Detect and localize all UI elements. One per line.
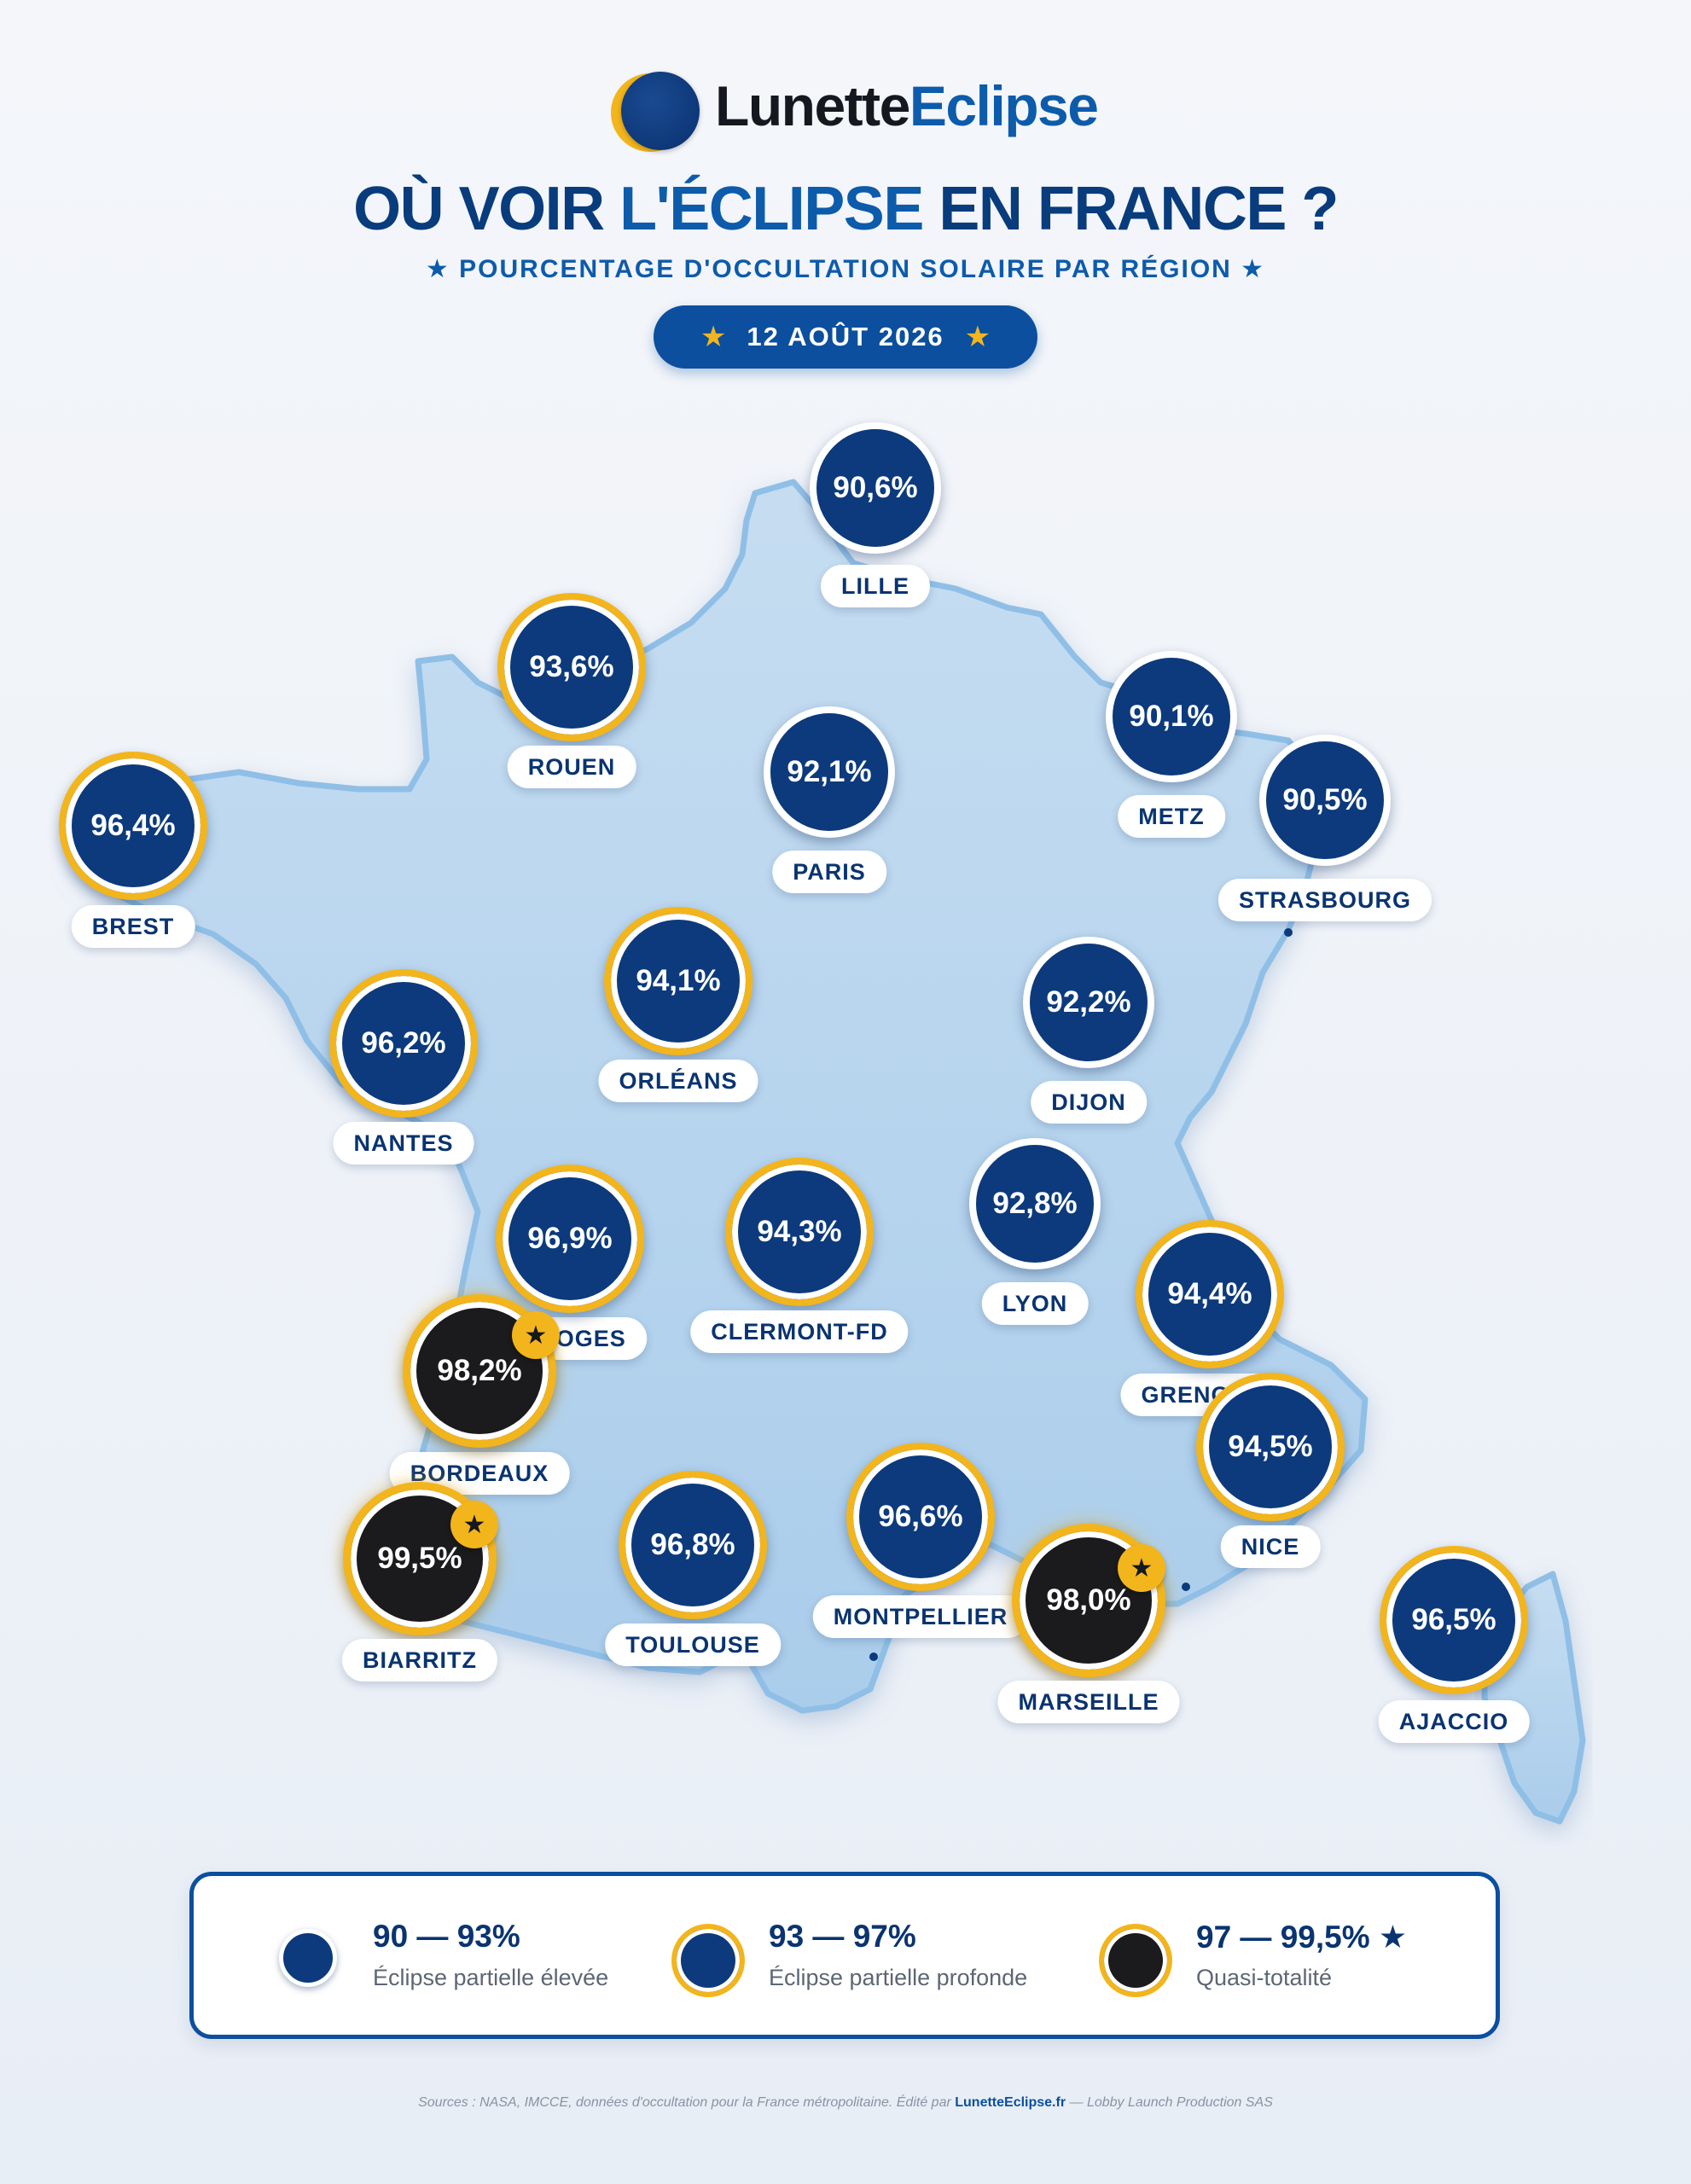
star-icon: ★: [964, 321, 991, 353]
occultation-marker[interactable]: 90,6%: [810, 422, 941, 554]
city-label: TOULOUSE: [605, 1623, 781, 1666]
city-label: AJACCIO: [1378, 1700, 1530, 1743]
footer-brand-link[interactable]: LunetteEclipse.fr: [955, 2095, 1066, 2110]
legend-swatch-navy: [279, 1929, 337, 1987]
city-label: BIARRITZ: [342, 1639, 497, 1682]
city-label: METZ: [1118, 795, 1225, 838]
legend-description: Éclipse partielle élevée: [373, 1965, 609, 1990]
occultation-marker[interactable]: 90,5%: [1259, 735, 1391, 866]
city-label: MONTPELLIER: [812, 1595, 1029, 1638]
legend-range: 90 — 93%: [373, 1919, 520, 1954]
legend-swatch-navy-gold: [671, 1924, 745, 1997]
occultation-marker[interactable]: 96,2%: [329, 969, 478, 1118]
city-label: NICE: [1220, 1525, 1321, 1568]
event-date: 12 AOÛT 2026: [747, 322, 944, 351]
city-label: ORLÉANS: [598, 1060, 758, 1102]
legend: 90 — 93% Éclipse partielle élevée 93 — 9…: [189, 1872, 1500, 2039]
occultation-marker[interactable]: 94,5%: [1196, 1373, 1345, 1521]
star-badge-icon: ★: [1118, 1544, 1165, 1592]
city-label: LYON: [981, 1282, 1089, 1325]
date-badge: ★ 12 AOÛT 2026 ★: [654, 305, 1037, 369]
eclipse-logo-icon: [611, 68, 700, 154]
legend-swatch-black-gold: [1099, 1924, 1172, 1997]
city-label: MARSEILLE: [997, 1681, 1180, 1723]
city-label: CLERMONT-FD: [690, 1310, 909, 1353]
star-badge-icon: ★: [512, 1311, 560, 1359]
page-title: OÙ VOIR L'ÉCLIPSE EN FRANCE ?: [353, 175, 1339, 243]
brand-name: LunetteEclipse: [715, 74, 1099, 137]
occultation-marker[interactable]: 94,1%: [604, 907, 753, 1055]
occultation-marker[interactable]: 96,9%: [496, 1165, 644, 1313]
occultation-marker[interactable]: 96,8%: [619, 1471, 767, 1619]
strasbourg-dot: [1284, 928, 1293, 937]
occultation-marker[interactable]: 92,2%: [1023, 937, 1154, 1068]
city-label: NANTES: [333, 1122, 474, 1165]
footer-sources: Sources : NASA, IMCCE, données d'occulta…: [418, 2095, 1273, 2110]
legend-description: Éclipse partielle profonde: [769, 1965, 1028, 1990]
city-label: STRASBOURG: [1217, 879, 1432, 921]
occultation-marker[interactable]: 96,6%: [846, 1443, 995, 1591]
occultation-marker[interactable]: 96,5%: [1380, 1546, 1528, 1694]
city-label: BORDEAUX: [389, 1452, 570, 1495]
city-label: BREST: [71, 905, 195, 948]
star-badge-icon: ★: [450, 1501, 498, 1548]
occultation-marker[interactable]: 94,3%: [725, 1158, 874, 1306]
city-label: DIJON: [1031, 1081, 1147, 1124]
occultation-marker[interactable]: 92,8%: [969, 1138, 1101, 1269]
occultation-marker[interactable]: 98,0%: [1012, 1524, 1165, 1677]
brand-logo: LunetteEclipse: [0, 61, 1691, 155]
legend-range: 97 — 99,5% ★: [1196, 1920, 1408, 1955]
city-label: ROUEN: [507, 746, 636, 788]
marseille-dot: [1182, 1583, 1190, 1591]
montpellier-dot: [869, 1653, 878, 1661]
occultation-marker[interactable]: 94,4%: [1136, 1220, 1284, 1368]
legend-range: 93 — 97%: [769, 1919, 916, 1954]
city-label: LILLE: [821, 565, 930, 607]
occultation-marker[interactable]: 96,4%: [59, 752, 207, 900]
occultation-marker[interactable]: 92,1%: [764, 706, 895, 838]
page-subtitle: ★ POURCENTAGE D'OCCULTATION SOLAIRE PAR …: [425, 255, 1266, 283]
occultation-marker[interactable]: 90,1%: [1106, 651, 1237, 782]
star-icon: ★: [700, 321, 727, 353]
city-label: PARIS: [772, 851, 886, 893]
legend-description: Quasi-totalité: [1196, 1965, 1333, 1990]
occultation-marker[interactable]: 93,6%: [497, 593, 646, 741]
